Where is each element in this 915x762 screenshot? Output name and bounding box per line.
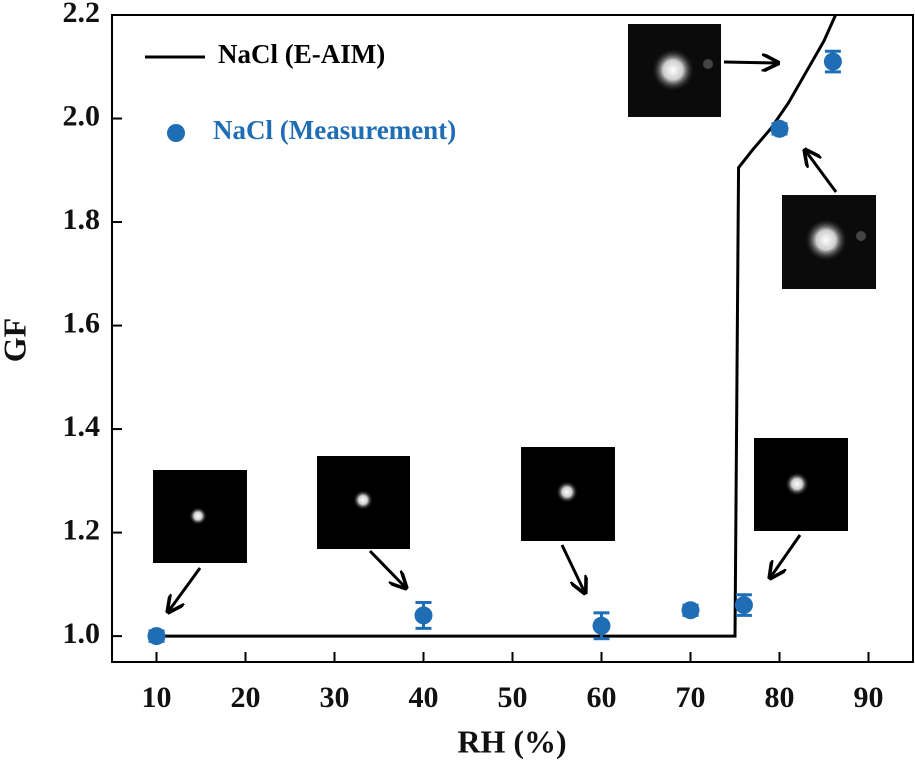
plot-frame bbox=[111, 14, 914, 663]
y-tick-label: 2.2 bbox=[63, 0, 101, 29]
y-tick-label: 1.2 bbox=[63, 513, 101, 546]
y-tick-label: 1.4 bbox=[63, 410, 101, 443]
marker bbox=[823, 52, 842, 71]
x-axis-title: RH (%) bbox=[457, 723, 566, 759]
marker bbox=[147, 627, 166, 646]
x-tick-label: 50 bbox=[498, 681, 528, 714]
x-tick-label: 80 bbox=[765, 681, 795, 714]
x-tick-label: 60 bbox=[587, 681, 617, 714]
y-tick-label: 2.0 bbox=[63, 99, 101, 132]
y-tick-label: 1.8 bbox=[63, 203, 101, 236]
marker bbox=[770, 119, 789, 138]
x-tick-label: 10 bbox=[142, 681, 172, 714]
marker bbox=[734, 596, 753, 615]
marker bbox=[592, 616, 611, 635]
legend-label: NaCl (E-AIM) bbox=[218, 39, 385, 69]
x-tick-label: 70 bbox=[676, 681, 706, 714]
line-series bbox=[156, 14, 837, 638]
y-tick-label: 1.6 bbox=[63, 306, 101, 339]
x-tick-label: 40 bbox=[409, 681, 439, 714]
x-tick-label: 90 bbox=[854, 681, 884, 714]
x-tick-label: 20 bbox=[231, 681, 261, 714]
marker bbox=[414, 606, 433, 625]
y-axis-title: GF bbox=[0, 318, 32, 362]
legend-label: NaCl (Measurement) bbox=[213, 115, 456, 145]
marker bbox=[681, 601, 700, 620]
y-tick-label: 1.0 bbox=[63, 617, 101, 650]
legend-swatch bbox=[167, 124, 185, 142]
insets bbox=[153, 24, 876, 612]
x-tick-label: 30 bbox=[320, 681, 350, 714]
